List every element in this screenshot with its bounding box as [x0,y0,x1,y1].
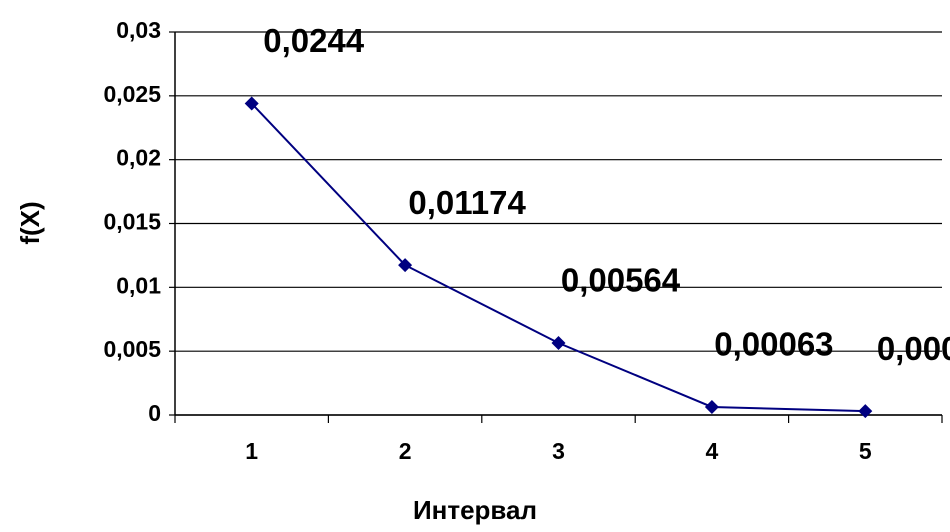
value-label: 0,00063 [714,326,833,363]
y-tick-label: 0,005 [103,336,161,362]
x-tick-label: 1 [245,438,258,464]
x-axis-label: Интервал [413,495,537,525]
value-label: 0,00564 [561,262,681,299]
line [250,102,866,413]
marker [398,258,413,273]
y-axis-label: f(X) [15,201,45,244]
value-label: 0,01174 [408,184,526,221]
y-tick-label: 0,02 [116,145,161,171]
x-tick-label: 3 [552,438,565,464]
value-label: 0,0003 [877,330,950,367]
y-tick-label: 0,01 [116,272,161,298]
marker [244,96,259,111]
marker [858,404,873,419]
y-tick-label: 0 [148,400,161,426]
y-tick-label: 0,025 [103,81,161,107]
marker [551,335,566,350]
y-tick-label: 0,03 [116,17,161,43]
x-tick-label: 4 [706,438,719,464]
value-label: 0,0244 [263,22,365,59]
y-tick-label: 0,015 [103,209,161,235]
marker [704,399,719,414]
x-tick-label: 2 [399,438,412,464]
x-tick-label: 5 [859,438,872,464]
